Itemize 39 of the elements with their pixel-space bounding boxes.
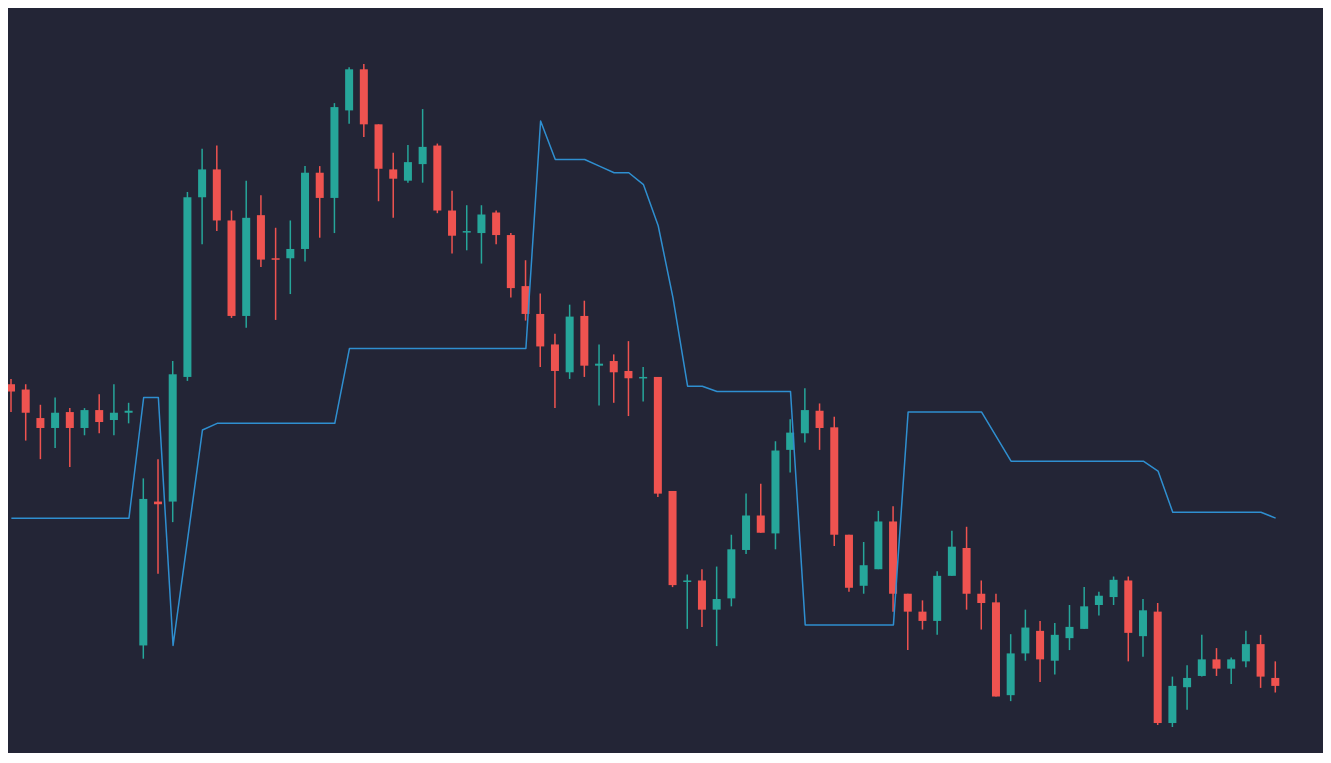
candlestick — [609, 353, 618, 404]
candlestick — [918, 599, 927, 631]
candlestick — [903, 592, 912, 651]
candlestick — [1271, 660, 1280, 694]
candlestick — [1094, 591, 1103, 617]
candlestick — [595, 343, 604, 407]
candlestick — [800, 387, 809, 444]
candlestick — [389, 152, 398, 219]
candlestick — [8, 378, 15, 413]
candlestick — [815, 402, 824, 451]
candlestick — [977, 579, 986, 631]
candlestick — [51, 396, 60, 449]
candlestick — [109, 383, 118, 437]
candlestick — [80, 407, 89, 437]
candlestick — [95, 393, 104, 435]
candlestick — [1197, 634, 1206, 678]
candlestick — [271, 227, 280, 321]
candlestick — [712, 565, 721, 647]
candlestick — [65, 407, 74, 468]
candlestick — [859, 541, 868, 595]
candlestick — [1227, 656, 1236, 685]
candlestick — [36, 404, 45, 460]
candlestick — [624, 340, 633, 417]
candlestick — [1080, 586, 1089, 630]
candlestick — [492, 209, 501, 246]
candlestick — [477, 204, 486, 265]
candlestick — [1212, 647, 1221, 677]
candlestick — [1065, 604, 1074, 651]
candlestick — [1241, 630, 1250, 669]
candlestick — [756, 482, 765, 534]
candlestick — [1183, 664, 1192, 711]
candlestick — [403, 144, 412, 184]
candlestick — [1109, 575, 1118, 606]
candlestick — [124, 402, 133, 425]
candlestick — [683, 573, 692, 630]
candlestick — [418, 108, 427, 184]
candlestick — [286, 219, 295, 295]
candlestick — [462, 204, 471, 252]
candlestick — [21, 383, 30, 442]
